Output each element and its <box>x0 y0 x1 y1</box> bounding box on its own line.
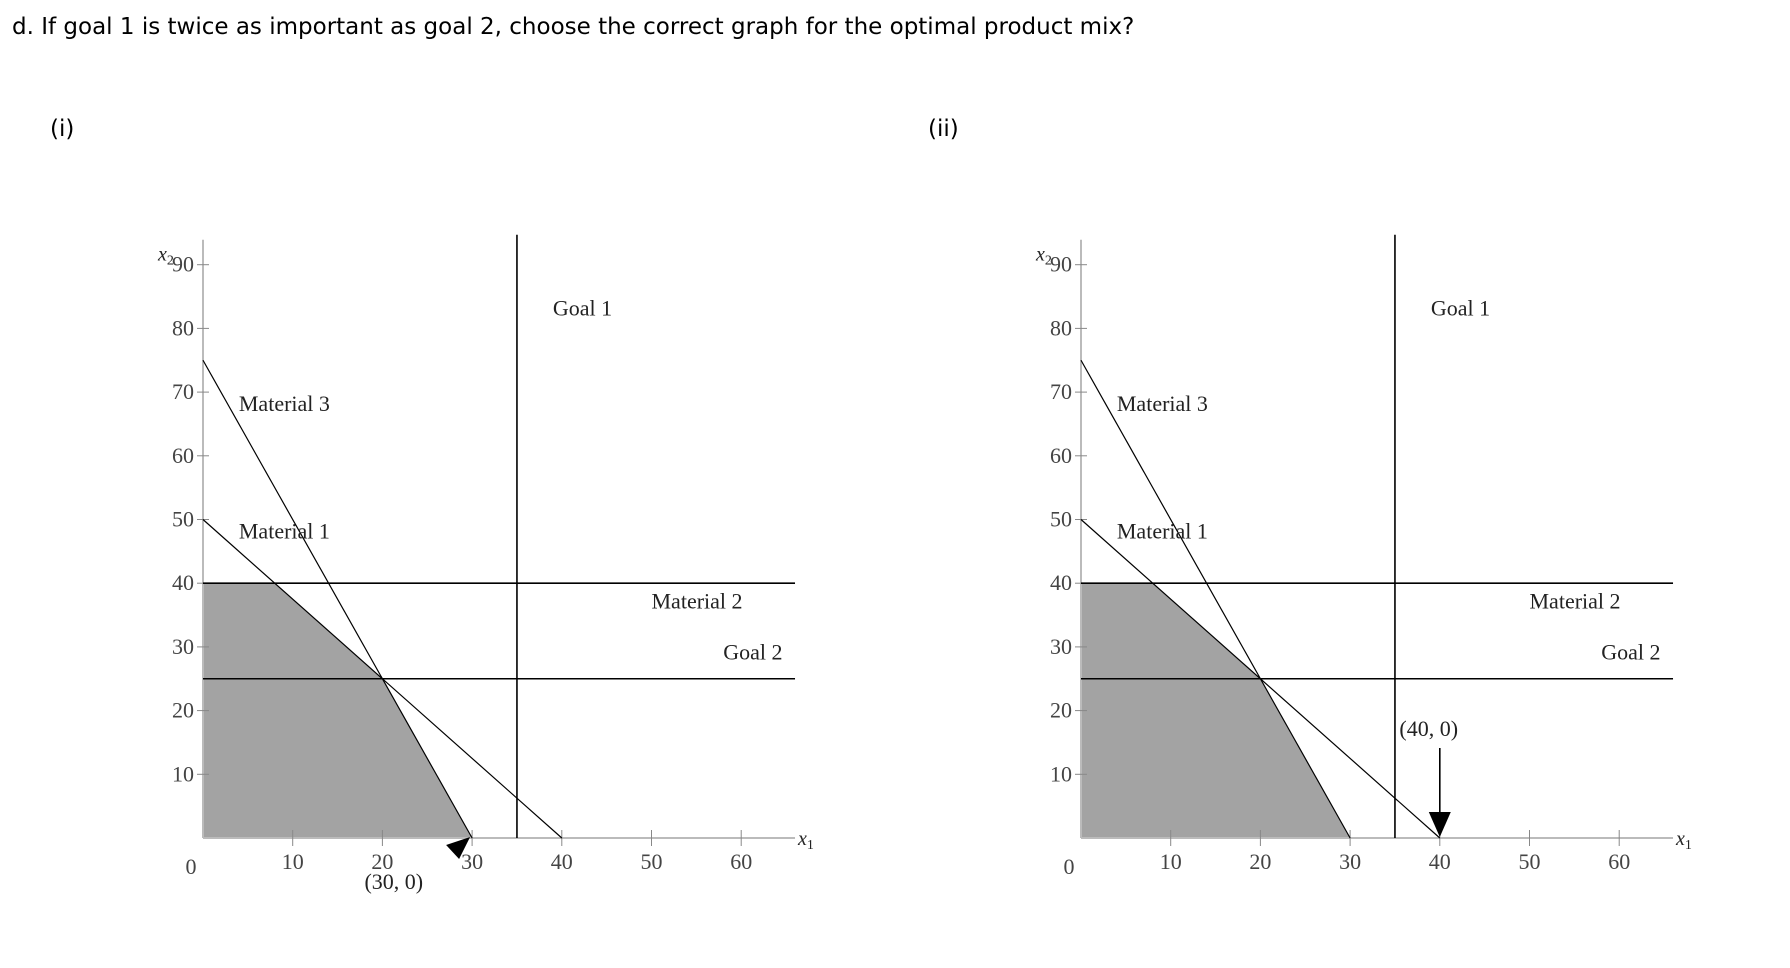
annotation-30-0: (30, 0) <box>364 869 423 894</box>
line-material-3 <box>1080 359 1351 839</box>
solution-marker-arrow <box>1428 812 1451 837</box>
y-tick-label: 10 <box>1050 761 1072 786</box>
x-tick-label: 40 <box>1429 849 1451 874</box>
y-tick-label: 70 <box>172 379 194 404</box>
x-axis-label: x1 <box>1675 828 1692 853</box>
y-tick-label: 60 <box>172 443 194 468</box>
y-tick-label: 80 <box>1050 315 1072 340</box>
x-tick-label: 0 <box>186 854 197 879</box>
x-tick-label: 0 <box>1064 854 1075 879</box>
annotation-goal-1: Goal 1 <box>1431 296 1490 321</box>
y-tick-label: 90 <box>1050 252 1072 277</box>
feasible-region <box>1081 583 1351 838</box>
feasible-region <box>203 583 473 838</box>
annotation-material-2: Material 2 <box>1530 589 1621 614</box>
annotation-material-2: Material 2 <box>652 589 743 614</box>
x-tick-label: 20 <box>1249 849 1271 874</box>
y-tick-label: 30 <box>1050 634 1072 659</box>
y-axis-label: x2 <box>1035 244 1052 269</box>
y-tick-label: 10 <box>172 761 194 786</box>
annotation-material-1: Material 1 <box>239 519 330 544</box>
option-label-ii: (ii) <box>928 116 959 142</box>
y-tick-label: 70 <box>1050 379 1072 404</box>
line-material-3 <box>202 359 473 839</box>
y-axis-label: x2 <box>157 244 174 269</box>
annotation-goal-2: Goal 2 <box>723 640 782 665</box>
y-tick-label: 20 <box>1050 698 1072 723</box>
x-tick-label: 10 <box>282 849 304 874</box>
y-tick-label: 30 <box>172 634 194 659</box>
x-axis-label: x1 <box>797 828 814 853</box>
question-text: d. If goal 1 is twice as important as go… <box>12 14 1135 40</box>
x-tick-label: 50 <box>641 849 663 874</box>
annotation-material-3: Material 3 <box>1117 391 1208 416</box>
x-tick-label: 20 <box>371 849 393 874</box>
x-tick-label: 50 <box>1519 849 1541 874</box>
x-tick-label: 30 <box>1339 849 1361 874</box>
y-tick-label: 40 <box>1050 570 1072 595</box>
graph-option-i[interactable]: 10 20 30 40 50 60 70 80 90 0 10 20 30 40 50 60 x1 x2 Goal … <box>0 0 880 968</box>
annotation-goal-1: Goal 1 <box>553 296 612 321</box>
annotation-material-1: Material 1 <box>1117 519 1208 544</box>
y-tick-label: 20 <box>172 698 194 723</box>
solution-marker-arrow <box>446 837 471 859</box>
annotation-material-3: Material 3 <box>239 391 330 416</box>
option-label-i: (i) <box>50 116 75 142</box>
x-tick-label: 60 <box>730 849 752 874</box>
y-tick-label: 50 <box>1050 507 1072 532</box>
x-tick-label: 10 <box>1160 849 1182 874</box>
annotation-40-0: (40, 0) <box>1399 716 1458 741</box>
y-tick-label: 80 <box>172 315 194 340</box>
y-tick-label: 40 <box>172 570 194 595</box>
y-tick-label: 50 <box>172 507 194 532</box>
x-tick-label: 60 <box>1608 849 1630 874</box>
y-tick-label: 90 <box>172 252 194 277</box>
x-tick-label: 30 <box>461 849 483 874</box>
annotation-goal-2: Goal 2 <box>1601 640 1660 665</box>
y-tick-label: 60 <box>1050 443 1072 468</box>
x-tick-label: 40 <box>551 849 573 874</box>
graph-option-ii[interactable]: 10 20 30 40 50 60 70 80 90 0 10 20 30 40 50 60 x1 x2 Goal … <box>878 0 1758 968</box>
